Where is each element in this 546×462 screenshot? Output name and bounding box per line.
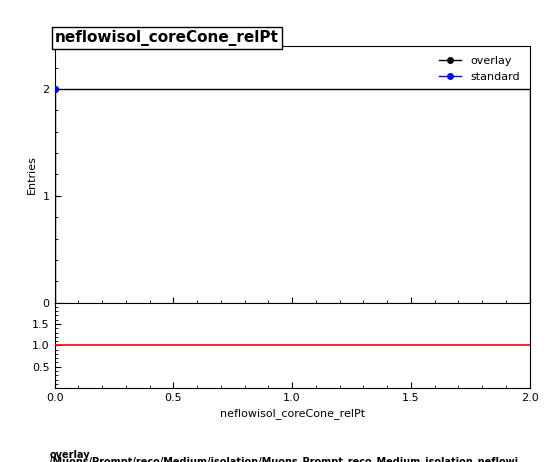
Y-axis label: Entries: Entries xyxy=(27,155,37,194)
Text: /Muons/Prompt/reco/Medium/isolation/Muons_Prompt_reco_Medium_isolation_neflowi: /Muons/Prompt/reco/Medium/isolation/Muon… xyxy=(49,456,518,462)
Text: overlay: overlay xyxy=(49,450,90,460)
Legend: overlay, standard: overlay, standard xyxy=(435,52,524,86)
X-axis label: neflowisol_coreCone_relPt: neflowisol_coreCone_relPt xyxy=(219,408,365,419)
Text: neflowisol_coreCone_relPt: neflowisol_coreCone_relPt xyxy=(55,30,278,46)
